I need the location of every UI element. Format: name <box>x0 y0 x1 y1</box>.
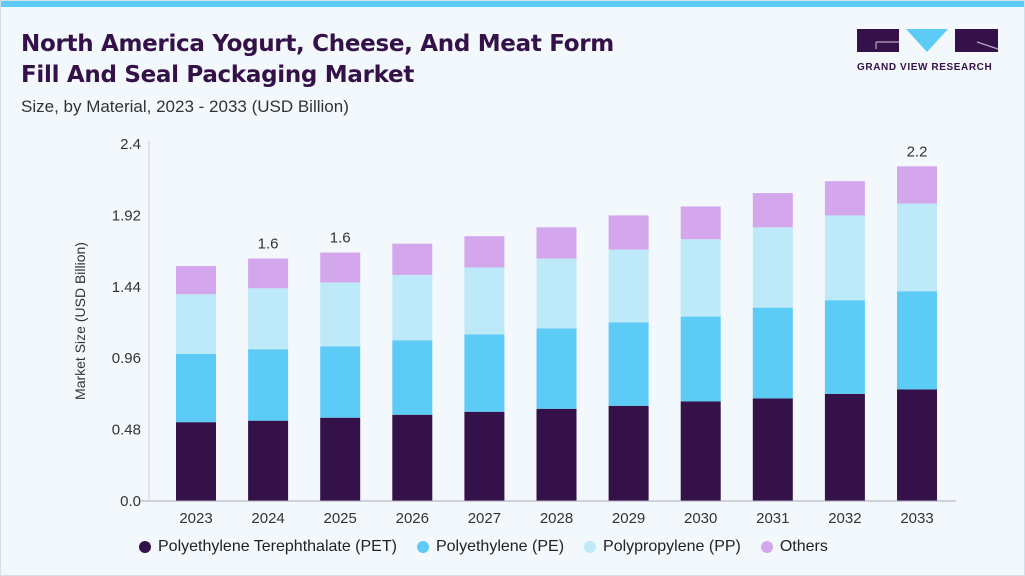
chart-title: North America Yogurt, Cheese, And Meat F… <box>21 29 614 91</box>
legend-swatch-icon <box>584 541 597 553</box>
bar-segment-polypropylene-pp--2025 <box>320 282 361 347</box>
bar-segment-others-2028 <box>536 227 577 259</box>
bar-segment-polyethylene-terephthalate-pet--2024 <box>248 420 289 501</box>
bar-segment-polyethylene-pe--2030 <box>680 316 721 402</box>
chart-subtitle: Size, by Material, 2023 - 2033 (USD Bill… <box>21 97 349 116</box>
legend-item: Others <box>760 538 828 556</box>
y-tick-label: 0.96 <box>112 350 141 367</box>
bar-segment-polypropylene-pp--2028 <box>536 258 577 329</box>
legend-item: Polyethylene (PE) <box>416 538 565 556</box>
y-tick-label: 2.4 <box>120 136 141 153</box>
y-tick-label: 1.92 <box>112 207 141 224</box>
legend-label: Polypropylene (PP) <box>603 538 741 555</box>
bar-segment-polyethylene-terephthalate-pet--2031 <box>752 398 793 501</box>
bar-segment-polyethylene-terephthalate-pet--2030 <box>680 401 721 501</box>
x-tick-label: 2027 <box>468 510 501 527</box>
title-line-1: North America Yogurt, Cheese, And Meat F… <box>21 31 614 57</box>
bar-segment-polyethylene-pe--2033 <box>897 291 937 390</box>
x-tick-label: 2026 <box>396 510 429 527</box>
bar-segment-polyethylene-pe--2027 <box>464 334 505 412</box>
bar-segment-polyethylene-pe--2031 <box>752 307 793 399</box>
bar-segment-polyethylene-terephthalate-pet--2029 <box>608 405 649 501</box>
bar-segment-polypropylene-pp--2023 <box>176 294 216 354</box>
bar-segment-polyethylene-pe--2032 <box>824 300 865 394</box>
logo-text: GRAND VIEW RESEARCH <box>857 62 993 73</box>
bar-segment-polyethylene-pe--2023 <box>176 353 216 423</box>
legend-label: Polyethylene Terephthalate (PET) <box>158 538 397 555</box>
bar-segment-polyethylene-pe--2029 <box>608 322 649 406</box>
bar-segment-others-2032 <box>824 181 865 216</box>
y-tick-label: 1.44 <box>112 279 141 296</box>
bar-segment-others-2024 <box>248 258 289 289</box>
bar-segment-polypropylene-pp--2024 <box>248 288 289 350</box>
bar-segment-polyethylene-pe--2025 <box>320 346 361 418</box>
bar-segment-polyethylene-terephthalate-pet--2023 <box>176 422 216 501</box>
bar-segment-others-2027 <box>464 236 505 268</box>
bar-segment-polyethylene-terephthalate-pet--2027 <box>464 411 505 501</box>
title-line-2: Fill And Seal Packaging Market <box>21 62 415 88</box>
x-tick-label: 2028 <box>540 510 573 527</box>
legend-swatch-icon <box>416 541 429 553</box>
x-tick-label: 2031 <box>756 510 789 527</box>
y-axis-label: Market Size (USD Billion) <box>72 242 88 400</box>
bar-segment-polypropylene-pp--2029 <box>608 249 649 323</box>
x-tick-label: 2033 <box>900 510 933 527</box>
grand-view-research-logo: GRAND VIEW RESEARCH <box>857 29 999 73</box>
bar-segment-polypropylene-pp--2031 <box>752 227 793 308</box>
bar-segment-polyethylene-pe--2024 <box>248 349 289 421</box>
x-tick-label: 2024 <box>251 510 284 527</box>
bar-segment-others-2030 <box>680 206 721 240</box>
bar-segment-others-2029 <box>608 215 649 250</box>
data-label-2025: 1.6 <box>330 230 351 247</box>
legend: Polyethylene Terephthalate (PET) Polyethy… <box>139 538 828 556</box>
bar-segment-polyethylene-pe--2028 <box>536 328 577 409</box>
bar-segment-polyethylene-terephthalate-pet--2028 <box>536 408 577 501</box>
y-tick-label: 0.48 <box>112 422 141 439</box>
legend-label: Others <box>779 538 828 555</box>
data-label-2024: 1.6 <box>258 236 279 253</box>
bar-segment-others-2025 <box>320 252 361 283</box>
bar-segment-polypropylene-pp--2026 <box>392 274 433 341</box>
bar-segment-polyethylene-pe--2026 <box>392 340 433 415</box>
bar-segment-others-2031 <box>752 193 793 228</box>
accent-bar <box>1 1 1024 7</box>
x-tick-label: 2032 <box>828 510 861 527</box>
bar-segment-polyethylene-terephthalate-pet--2032 <box>824 393 865 501</box>
x-tick-label: 2030 <box>684 510 717 527</box>
legend-item: Polyethylene Terephthalate (PET) <box>139 538 397 556</box>
bar-segment-polypropylene-pp--2030 <box>680 239 721 317</box>
bar-segment-polypropylene-pp--2033 <box>897 203 937 292</box>
bar-segment-polypropylene-pp--2027 <box>464 267 505 335</box>
bar-segment-others-2023 <box>176 265 216 295</box>
bar-segment-polyethylene-terephthalate-pet--2025 <box>320 417 361 501</box>
x-tick-label: 2029 <box>612 510 645 527</box>
data-label-2033: 2.2 <box>907 143 928 160</box>
bar-segment-others-2033 <box>897 166 937 204</box>
logo-mark-icon <box>857 29 999 52</box>
bar-segment-polyethylene-terephthalate-pet--2026 <box>392 414 433 501</box>
y-tick-label: 0.0 <box>120 493 141 510</box>
legend-swatch-icon <box>139 541 151 553</box>
bar-segment-polyethylene-terephthalate-pet--2033 <box>897 389 937 501</box>
legend-item: Polypropylene (PP) <box>584 538 741 556</box>
legend-label: Polyethylene (PE) <box>435 538 565 555</box>
x-tick-label: 2023 <box>179 510 212 527</box>
bar-segment-others-2026 <box>392 243 433 275</box>
bar-segment-polypropylene-pp--2032 <box>824 215 865 301</box>
x-tick-label: 2025 <box>324 510 357 527</box>
plot-area: Market Size (USD Billion) 0.0 0.48 0.96 1.4… <box>72 136 956 527</box>
legend-swatch-icon <box>760 541 773 553</box>
